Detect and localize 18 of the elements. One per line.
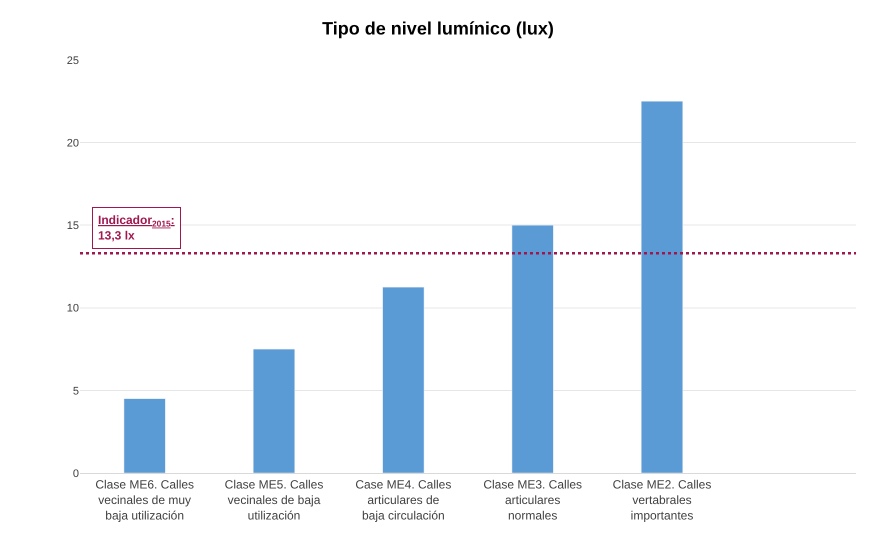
text: Indicador$_{2015}$: 13,3 lx [98, 213, 175, 243]
bar [382, 286, 424, 473]
chart-title: Tipo de nivel lumínico (lux) [322, 18, 554, 39]
y-tick-label: 15 [66, 220, 79, 232]
y-tick-label: 10 [66, 302, 79, 315]
bar [512, 224, 554, 473]
x-tick-label: Clase ME6. Calles vecinales de muy baja utilización [95, 477, 194, 523]
bar [641, 101, 683, 473]
x-tick-label: Case ME4. Calles articulares de baja circulación [355, 477, 452, 523]
x-tick-label: Clase ME5. Calles vecinales de baja utilización [224, 477, 324, 523]
y-tick-label: 5 [72, 385, 79, 398]
y-tick-label: 20 [66, 137, 79, 150]
x-tick-label: Clase ME2. Calles vertabrales importantes [612, 477, 712, 523]
x-tick-label: Clase ME3. Calles articulares normales [483, 477, 582, 523]
bar [124, 398, 166, 473]
y-tick-label: 25 [66, 54, 79, 67]
bar [253, 348, 295, 473]
y-tick-label: 0 [72, 468, 79, 480]
